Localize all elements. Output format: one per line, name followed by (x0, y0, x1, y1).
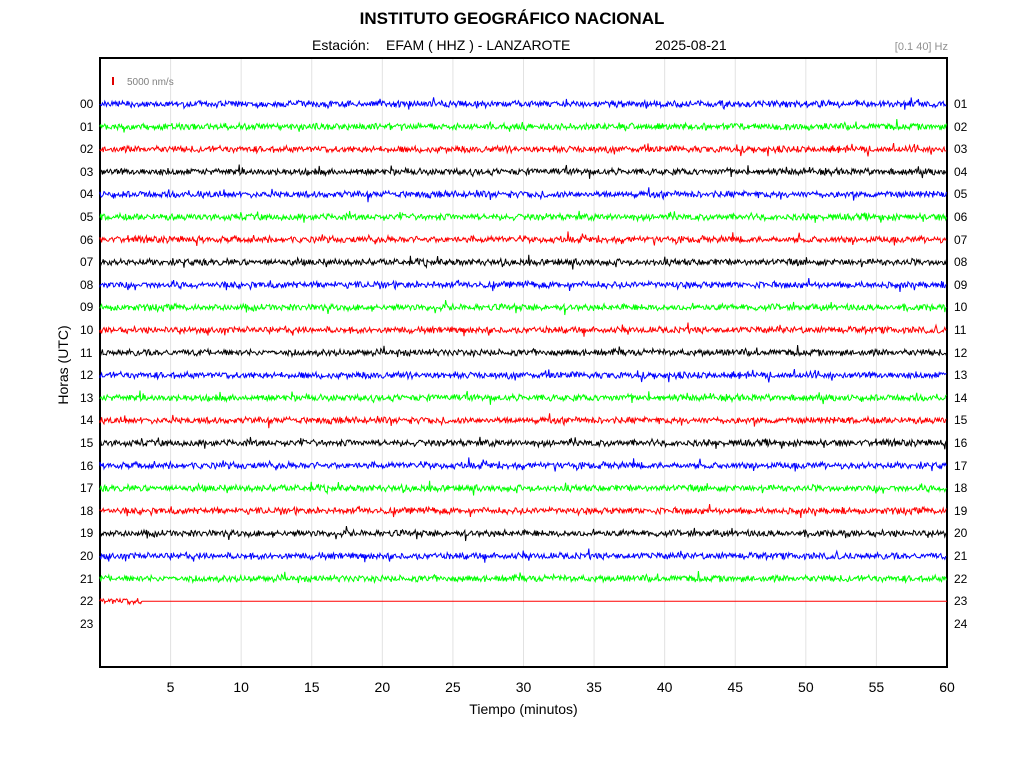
x-tick-label: 20 (374, 679, 391, 695)
station-label: Estación: (312, 37, 370, 53)
trace-hour-08 (99, 278, 947, 292)
x-tick-label: 40 (656, 679, 673, 695)
x-tick-label: 45 (727, 679, 744, 695)
hour-label-left: 21 (80, 571, 94, 586)
hour-label-right: 19 (954, 503, 968, 518)
trace-hour-03 (99, 164, 947, 179)
hour-label-right: 08 (954, 255, 968, 270)
hour-label-right: 09 (954, 277, 968, 292)
hour-label-right: 03 (954, 142, 968, 157)
hour-label-right: 15 (954, 413, 968, 428)
hour-label-right: 06 (954, 210, 968, 224)
x-tick-label: 55 (868, 679, 885, 695)
trace-hour-20 (99, 548, 947, 563)
x-tick-label: 5 (166, 679, 175, 695)
hour-label-left: 06 (80, 232, 94, 247)
trace-hour-17 (99, 480, 947, 496)
hour-label-left: 11 (80, 345, 93, 360)
x-tick-label: 15 (303, 679, 320, 695)
trace-hour-05 (99, 210, 947, 223)
x-tick-label: 25 (445, 679, 461, 695)
hour-label-left: 09 (80, 300, 94, 315)
hour-label-left: 22 (80, 594, 94, 609)
hour-label-left: 12 (80, 368, 94, 383)
trace-hour-12 (99, 369, 947, 383)
hour-label-right: 10 (954, 300, 968, 315)
x-tick-label: 35 (586, 679, 602, 695)
chart-title: INSTITUTO GEOGRÁFICO NACIONAL (359, 9, 665, 28)
trace-hour-16 (99, 457, 947, 472)
trace-hour-01 (99, 119, 947, 133)
hour-label-right: 20 (954, 526, 968, 541)
hour-label-left: 03 (80, 164, 94, 179)
trace-hour-15 (99, 436, 947, 450)
hour-label-right: 02 (954, 119, 968, 134)
y-axis-label: Horas (UTC) (55, 325, 71, 405)
x-tick-label: 30 (515, 679, 532, 695)
hour-label-left: 05 (80, 210, 94, 224)
hour-label-left: 04 (80, 187, 94, 202)
hour-label-left: 02 (80, 142, 94, 157)
trace-hour-00 (99, 97, 947, 111)
hour-label-right: 01 (954, 97, 968, 111)
trace-hour-04 (99, 187, 947, 203)
trace-hour-07 (99, 254, 947, 270)
hour-label-right: 11 (954, 323, 967, 337)
filter-band: [0.1 40] Hz (894, 41, 948, 53)
hour-label-right: 17 (954, 458, 968, 473)
hour-label-right: 22 (954, 571, 968, 586)
hour-label-left: 10 (80, 323, 94, 337)
hour-label-left: 00 (80, 97, 94, 111)
hour-label-left: 14 (80, 413, 94, 428)
trace-hour-02 (99, 143, 947, 157)
hour-label-right: 18 (954, 481, 968, 496)
hour-label-right: 21 (954, 549, 968, 563)
x-tick-label: 10 (233, 679, 249, 695)
hour-label-right: 24 (954, 616, 968, 631)
trace-hour-18 (99, 504, 947, 518)
scale-bar (112, 77, 114, 85)
hour-label-right: 04 (954, 164, 968, 179)
x-axis-label: Tiempo (minutos) (469, 701, 578, 717)
trace-hour-22 (99, 597, 947, 606)
trace-hour-13 (99, 390, 947, 405)
hour-label-left: 15 (80, 436, 94, 450)
hour-label-left: 08 (80, 277, 94, 292)
station-name: EFAM ( HHZ ) - LANZAROTE (386, 37, 571, 53)
trace-hour-10 (99, 322, 947, 337)
hour-label-left: 01 (80, 119, 94, 134)
hour-label-right: 13 (954, 368, 968, 383)
hour-label-left: 17 (80, 481, 94, 496)
hour-label-left: 13 (80, 390, 94, 405)
trace-hour-09 (99, 300, 947, 316)
hour-label-right: 07 (954, 232, 968, 247)
x-tick-label: 60 (939, 679, 955, 695)
trace-hour-06 (99, 231, 947, 246)
hour-label-right: 16 (954, 436, 968, 450)
hour-label-right: 23 (954, 594, 968, 609)
hour-label-left: 23 (80, 616, 94, 631)
trace-hour-21 (99, 571, 947, 585)
scale-label: 5000 nm/s (127, 77, 174, 88)
trace-hour-11 (99, 345, 947, 359)
x-tick-label: 50 (798, 679, 814, 695)
plot-area (99, 57, 948, 668)
hour-label-left: 20 (80, 549, 94, 563)
hour-label-left: 19 (80, 526, 94, 541)
hour-label-right: 05 (954, 187, 968, 202)
trace-hour-19 (99, 526, 947, 542)
hour-label-right: 12 (954, 345, 968, 360)
trace-hour-14 (99, 413, 947, 429)
hour-label-left: 16 (80, 458, 94, 473)
hour-label-right: 14 (954, 390, 968, 405)
hour-label-left: 07 (80, 255, 94, 270)
hour-label-left: 18 (80, 503, 94, 518)
chart-date: 2025-08-21 (655, 37, 727, 53)
